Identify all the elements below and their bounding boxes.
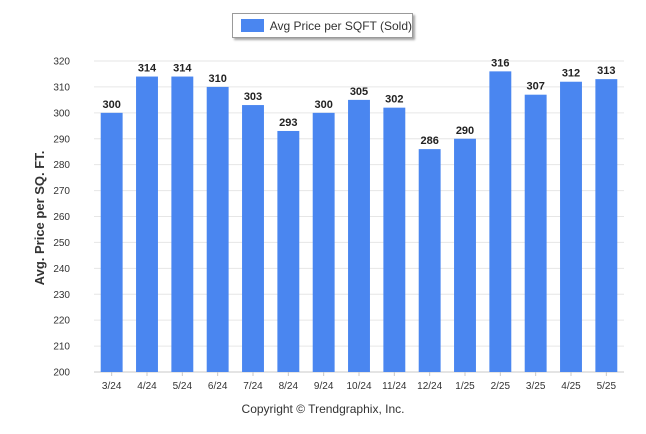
x-tick-label: 6/24 — [208, 381, 228, 392]
bar-value-label: 300 — [102, 99, 120, 111]
y-tick-label: 290 — [53, 134, 70, 145]
y-tick-label: 320 — [53, 57, 70, 68]
bar — [560, 81, 582, 372]
bar — [418, 149, 441, 372]
bar-value-label: 312 — [562, 68, 580, 80]
x-tick-label: 8/24 — [279, 381, 299, 392]
bar-value-label: 286 — [420, 135, 438, 147]
bar-value-label: 307 — [526, 81, 544, 93]
y-tick-label: 200 — [53, 368, 70, 379]
x-tick-label: 4/25 — [561, 381, 581, 392]
bar — [100, 112, 123, 372]
bar-value-label: 314 — [138, 63, 157, 75]
x-tick-label: 3/25 — [526, 381, 546, 392]
bar-value-label: 293 — [279, 117, 297, 129]
bar-value-label: 313 — [597, 65, 615, 77]
legend-label: Avg Price per SQFT (Sold) — [269, 18, 412, 33]
bar — [383, 107, 406, 373]
y-tick-label: 220 — [53, 316, 70, 327]
bar-value-label: 300 — [314, 99, 332, 111]
y-tick-label: 260 — [53, 212, 70, 223]
x-tick-label: 5/25 — [597, 381, 617, 392]
x-tick-label: 12/24 — [417, 381, 442, 392]
bar-value-label: 305 — [350, 86, 368, 98]
bar-value-label: 316 — [491, 57, 509, 69]
x-tick-label: 11/24 — [382, 381, 407, 392]
bar — [136, 76, 158, 373]
bar-value-label: 303 — [244, 91, 262, 103]
x-tick-label: 4/24 — [137, 381, 157, 392]
bar — [454, 138, 476, 372]
x-tick-label: 10/24 — [346, 381, 371, 392]
bar-value-labels: 300 314 314 310 303 293 300 305 302 286 290 316 307 3… — [102, 57, 615, 147]
y-tick-label: 280 — [53, 160, 70, 171]
bar — [524, 94, 547, 373]
bar — [277, 130, 300, 372]
bar — [171, 76, 194, 373]
bar — [489, 71, 512, 372]
y-tick-label: 270 — [53, 186, 70, 197]
bar — [242, 105, 264, 372]
bar-value-label: 290 — [456, 125, 474, 137]
x-tick-label: 7/24 — [243, 381, 263, 392]
x-tick-label: 2/25 — [491, 381, 511, 392]
legend-swatch — [241, 19, 264, 32]
bars — [100, 71, 618, 373]
legend: Avg Price per SQFT (Sold) — [232, 13, 413, 38]
y-axis-label: Avg. Price per SQ. FT. — [32, 151, 47, 286]
bar-value-label: 302 — [385, 94, 403, 106]
y-tick-label: 240 — [53, 264, 70, 275]
y-tick-label: 310 — [53, 82, 70, 93]
bar — [348, 99, 370, 372]
x-tick-label: 3/24 — [102, 381, 122, 392]
y-tick-label: 250 — [53, 238, 70, 249]
y-tick-label: 230 — [53, 290, 70, 301]
y-axis-ticks: 200 210 220 230 240 250 260 270 280 290 300 310 320 — [53, 57, 70, 379]
bar — [312, 112, 335, 372]
x-axis-ticks: 3/24 4/24 5/24 6/24 7/24 8/24 9/24 10/24 11/24 12… — [102, 372, 617, 392]
bar — [595, 79, 618, 373]
bar — [206, 86, 229, 373]
bar-value-label: 310 — [208, 73, 226, 85]
y-tick-label: 300 — [53, 108, 70, 119]
x-tick-label: 1/25 — [455, 381, 475, 392]
y-tick-label: 210 — [53, 342, 70, 353]
copyright-text: Copyright © Trendgraphix, Inc. — [241, 402, 405, 416]
x-tick-label: 9/24 — [314, 381, 334, 392]
x-tick-label: 5/24 — [173, 381, 193, 392]
bar-value-label: 314 — [173, 63, 192, 75]
